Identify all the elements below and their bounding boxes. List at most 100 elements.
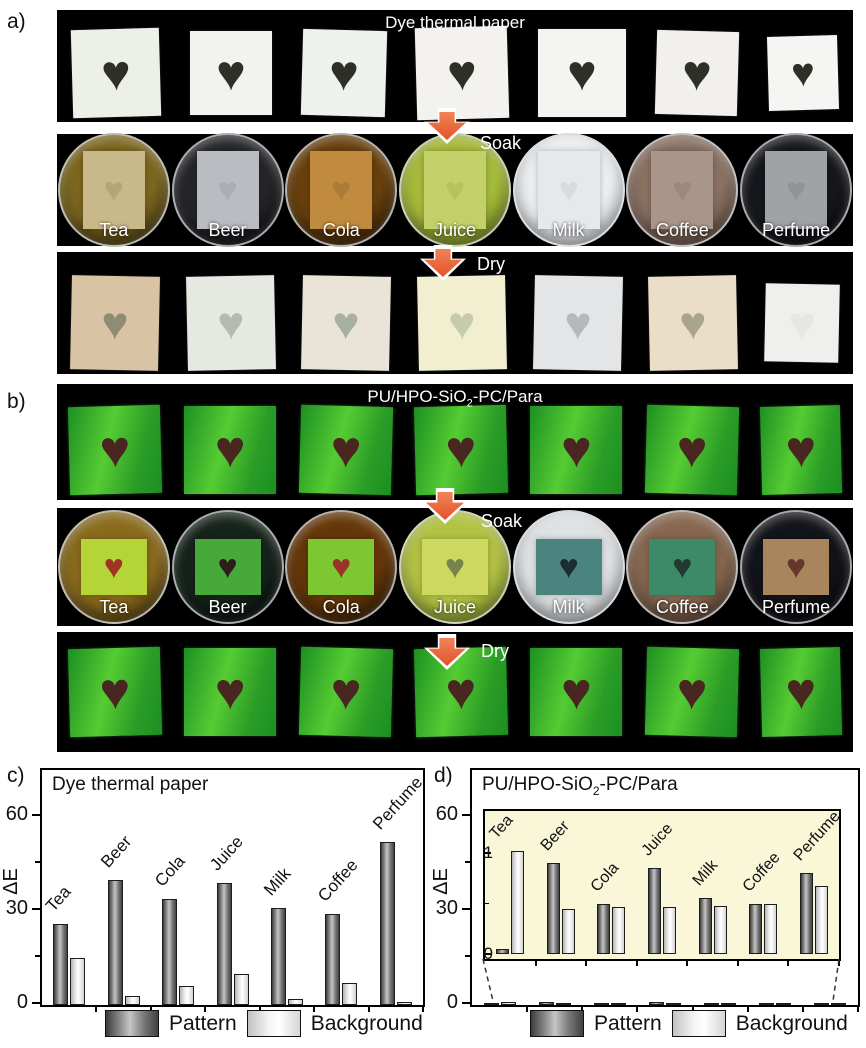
chart-c-title: Dye thermal paper [52, 774, 209, 795]
chart-c: Dye thermal paper Tea Beer Cola Juice Milk Co… [40, 768, 426, 1012]
dish-label: Tea [99, 597, 129, 617]
chart-d-title: PU/HPO-SiO2-PC/Para [482, 774, 678, 798]
petri-dish: ♥ Juice [398, 133, 511, 247]
petri-dish: ♥ Coffee [626, 133, 739, 247]
chart-d: PU/HPO-SiO2-PC/Para Tea Beer Cola Juice Milk… [470, 768, 860, 1012]
category-label: Milk [689, 857, 721, 890]
panel-b-initial-row: ♥ ♥ ♥ ♥ ♥ ♥ ♥ [57, 400, 853, 500]
pattern-bar [216, 882, 232, 1005]
thermal-paper: ♥ [414, 25, 510, 121]
heart-pattern: ♥ [100, 44, 132, 102]
heart-pattern: ♥ [567, 45, 597, 101]
background-bar [555, 1003, 571, 1005]
background-bar [124, 995, 140, 1005]
structural-color-film: ♥ [298, 404, 393, 496]
background-bar [500, 1001, 516, 1005]
heart-pattern: ♥ [103, 548, 124, 586]
thermal-paper: ♥ [70, 27, 162, 119]
x-tick [534, 961, 537, 966]
panel-b-title-sub: 2 [466, 397, 473, 410]
heart-pattern: ♥ [785, 171, 807, 209]
heart-pattern: ♥ [331, 171, 352, 209]
pattern-legend-swatch [105, 1010, 159, 1037]
chart-d-ylabel: ΔE [429, 868, 452, 895]
soaked-paper: ♥ [310, 151, 373, 229]
structural-color-film: ♥ [760, 404, 843, 496]
thermal-paper: ♥ [538, 29, 626, 117]
x-tick [204, 1007, 207, 1012]
dried-paper: ♥ [764, 283, 840, 363]
category-label: Tea [486, 811, 517, 843]
soak-label-b: Soak [481, 511, 523, 531]
heart-pattern: ♥ [98, 662, 131, 722]
structural-color-film: ♥ [184, 648, 277, 736]
chart-c-ylabel: ΔE [0, 868, 22, 895]
category-label: Coffee [314, 855, 362, 906]
panel-b-title-main: PU/HPO-SiO [367, 387, 467, 406]
ytick-label: 30 [435, 897, 458, 919]
category-label: Tea [42, 881, 75, 915]
pattern-bar [799, 873, 813, 954]
panel-b-dry-row: ♥ ♥ ♥ ♥ ♥ ♥ ♥ [57, 632, 853, 752]
y-major-tick [462, 1002, 470, 1004]
soaked-paper: ♥ [196, 151, 259, 229]
heart-pattern: ♥ [785, 662, 818, 722]
pattern-bar [597, 903, 611, 954]
dry-arrow-a [420, 245, 466, 281]
background-bar [511, 851, 525, 954]
pattern-bar [107, 879, 123, 1005]
ytick-label: 0 [16, 991, 28, 1013]
chart-d-title-sub: 2 [592, 783, 600, 798]
dry-label-a: Dry [477, 254, 505, 274]
pattern-bar [749, 903, 763, 954]
y-major-tick [32, 908, 40, 910]
dish-label: Coffee [656, 597, 709, 617]
panel-c-letter: c) [7, 764, 25, 787]
pattern-bar [698, 898, 712, 954]
background-bar [663, 906, 676, 954]
background-bar [721, 1003, 737, 1005]
inset-y-major-tick [485, 852, 491, 854]
dish-label: Beer [208, 597, 247, 617]
heart-pattern: ♥ [672, 171, 693, 209]
petri-dish: ♥ Tea [57, 133, 170, 247]
faded-heart-pattern: ♥ [679, 296, 708, 350]
heart-pattern: ♥ [217, 171, 238, 209]
dried-paper: ♥ [69, 275, 160, 371]
dried-paper: ♥ [301, 275, 392, 371]
y-major-tick [462, 908, 470, 910]
heart-pattern: ♥ [444, 420, 478, 480]
petri-dish: ♥ Tea [57, 510, 170, 624]
background-bar [713, 905, 727, 954]
heart-pattern: ♥ [214, 421, 246, 479]
dried-paper: ♥ [416, 275, 507, 371]
heart-pattern: ♥ [558, 548, 579, 586]
petri-dish: ♥ Juice [398, 510, 511, 624]
background-bar [287, 998, 303, 1005]
faded-heart-pattern: ♥ [100, 296, 130, 350]
thermal-paper: ♥ [300, 28, 388, 118]
faded-heart-pattern: ♥ [332, 296, 361, 350]
panel-a-letter: a) [7, 10, 26, 33]
x-tick [787, 961, 790, 966]
inset-ytick-label: 1 [483, 843, 493, 862]
structural-color-film: ♥ [67, 404, 162, 496]
background-bar [776, 1003, 792, 1005]
structural-color-film: ♥ [644, 646, 739, 738]
structural-color-film: ♥ [760, 646, 843, 738]
heart-pattern: ♥ [444, 171, 466, 209]
x-tick [367, 1007, 370, 1012]
y-minor-tick [465, 955, 470, 957]
panel-a-dry-row: ♥ ♥ ♥ ♥ ♥ ♥ ♥ [57, 272, 853, 374]
pattern-bar [546, 863, 560, 954]
x-tick [581, 1007, 584, 1012]
heart-pattern: ♥ [444, 548, 466, 586]
heart-pattern: ♥ [103, 171, 124, 209]
soaked-paper: ♥ [537, 151, 600, 229]
x-tick [636, 1007, 639, 1012]
pattern-bar [379, 842, 395, 1005]
panel-a-dry-strip: ♥ ♥ ♥ ♥ ♥ ♥ ♥ [57, 252, 853, 374]
background-bar [610, 1003, 626, 1005]
dish-label: Coffee [656, 220, 709, 240]
heart-pattern: ♥ [444, 662, 478, 722]
